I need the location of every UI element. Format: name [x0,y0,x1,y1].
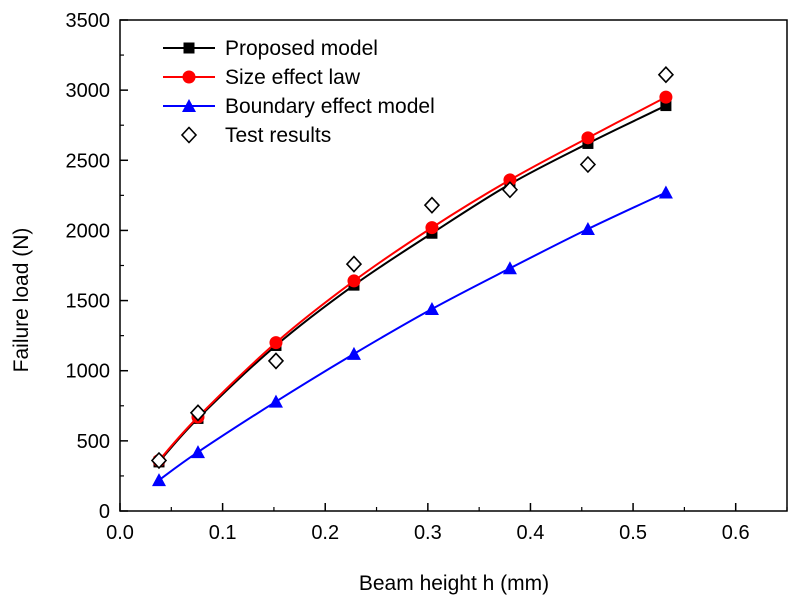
data-point [660,100,672,112]
data-point [189,404,207,422]
legend-entry: Boundary effect model [163,95,435,118]
y-axis-title: Failure load (N) [10,228,33,373]
x-tick-label: 0.4 [517,522,545,544]
data-point [267,352,285,370]
legend-marker [182,99,196,112]
x-axis-title: Beam height h (mm) [359,572,549,595]
data-point [501,181,519,199]
data-point [503,173,517,187]
legend-entry: Test results [180,124,331,147]
series-line [158,96,667,462]
data-point [150,451,168,470]
data-point [579,155,597,174]
data-point [151,473,166,487]
data-point [659,90,673,104]
data-point [269,336,283,350]
data-point [346,346,361,360]
data-point [580,222,595,236]
data-point [268,394,283,408]
series-layer [150,66,675,487]
legend-entry: Proposed model [163,37,378,60]
y-tick-label: 3500 [66,10,111,32]
y-tick-label: 0 [99,501,110,523]
legend-label: Boundary effect model [225,95,435,118]
y-tick-label: 2500 [66,150,111,172]
series-triangle [151,185,673,487]
y-tick-label: 2000 [66,220,111,242]
x-tick-label: 0.1 [209,522,237,544]
series-diamond-open [150,66,675,470]
series-line [158,104,667,463]
y-tick-label: 1000 [66,361,111,383]
x-tick-label: 0.0 [106,522,134,544]
legend-entry: Size effect law [163,66,361,89]
series-circle [152,90,673,467]
legend-label: Test results [225,124,331,147]
legend-label: Size effect law [225,66,361,89]
data-point [423,196,441,214]
data-point [425,221,439,235]
legend-marker [180,126,198,144]
legend-marker [182,70,196,84]
legend-marker [183,42,195,54]
y-tick-label: 500 [77,431,110,453]
data-point [190,445,205,459]
legend: Proposed model Size effect law Boundary ef… [163,37,435,147]
data-point [657,66,675,84]
y-tick-label: 1500 [66,291,111,313]
x-tick-label: 0.6 [722,522,750,544]
data-point [658,185,673,199]
data-point [345,255,363,273]
axes: 0.0 0.1 0.2 0.3 0.4 0.5 0.6 0 500 1000 1500 2000 250… [66,10,788,544]
data-point [581,131,595,145]
y-tick-label: 3000 [66,80,111,102]
legend-label: Proposed model [225,37,378,60]
data-point [424,301,439,315]
x-tick-label: 0.3 [414,522,442,544]
data-point [502,261,517,275]
data-point [347,274,361,288]
x-tick-label: 0.5 [619,522,647,544]
series-line [158,191,667,481]
x-tick-label: 0.2 [311,522,339,544]
series-square [153,100,672,468]
